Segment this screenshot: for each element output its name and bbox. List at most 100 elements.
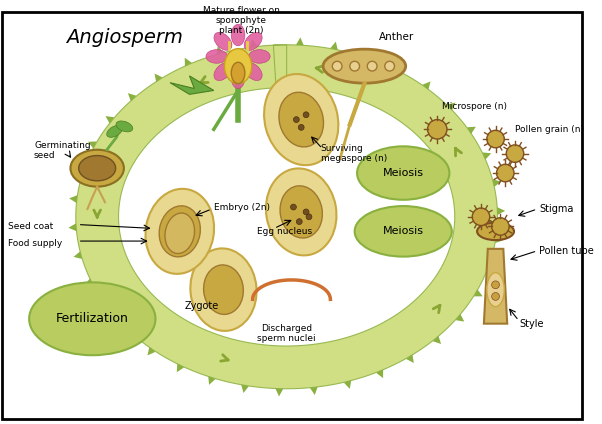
Circle shape [487, 130, 504, 148]
Circle shape [296, 219, 302, 225]
Ellipse shape [214, 63, 232, 81]
Ellipse shape [165, 213, 194, 254]
Ellipse shape [249, 50, 270, 63]
Polygon shape [310, 387, 318, 395]
Text: Seed coat: Seed coat [8, 222, 53, 231]
Polygon shape [344, 380, 351, 389]
Ellipse shape [116, 121, 133, 132]
Text: Pollen tube: Pollen tube [539, 246, 594, 256]
Polygon shape [88, 142, 97, 148]
Polygon shape [73, 251, 82, 259]
Polygon shape [241, 385, 249, 393]
Ellipse shape [231, 67, 245, 89]
Polygon shape [467, 127, 476, 134]
Circle shape [303, 112, 309, 118]
Text: Egg nucleus: Egg nucleus [258, 227, 312, 236]
Text: Pollen grain (n): Pollen grain (n) [515, 125, 584, 134]
Polygon shape [447, 103, 456, 111]
FancyBboxPatch shape [2, 12, 582, 419]
Ellipse shape [323, 49, 406, 83]
Ellipse shape [190, 248, 256, 331]
Text: Fertilization: Fertilization [56, 312, 129, 325]
Polygon shape [147, 347, 155, 355]
Ellipse shape [70, 150, 124, 187]
Polygon shape [185, 58, 192, 67]
Ellipse shape [264, 74, 338, 165]
Ellipse shape [244, 63, 262, 81]
Polygon shape [406, 354, 414, 363]
Polygon shape [484, 249, 507, 324]
Circle shape [385, 61, 394, 71]
Ellipse shape [225, 49, 252, 84]
Circle shape [303, 209, 309, 215]
Polygon shape [76, 168, 84, 175]
Polygon shape [296, 37, 304, 45]
Text: Germinating
seed: Germinating seed [34, 141, 91, 160]
Polygon shape [84, 279, 93, 286]
Polygon shape [364, 50, 370, 59]
Text: Anther: Anther [379, 32, 414, 42]
Polygon shape [483, 152, 491, 160]
Circle shape [472, 208, 489, 226]
Text: Microspore (n): Microspore (n) [442, 103, 507, 112]
Text: Stigma: Stigma [539, 204, 574, 214]
Ellipse shape [280, 186, 323, 238]
Circle shape [427, 120, 447, 139]
Polygon shape [250, 39, 258, 47]
Ellipse shape [279, 92, 323, 147]
Ellipse shape [357, 146, 450, 200]
Ellipse shape [159, 206, 200, 257]
Text: Zygote: Zygote [185, 301, 219, 311]
Ellipse shape [355, 206, 452, 257]
Ellipse shape [477, 223, 514, 240]
Ellipse shape [29, 282, 155, 355]
Ellipse shape [244, 32, 262, 50]
Polygon shape [208, 376, 216, 385]
Ellipse shape [206, 50, 228, 63]
Text: Food supply: Food supply [8, 239, 62, 248]
Text: Embryo (2n): Embryo (2n) [214, 203, 270, 212]
Polygon shape [433, 336, 441, 344]
Polygon shape [497, 207, 505, 215]
Polygon shape [376, 369, 383, 378]
Polygon shape [155, 73, 163, 82]
Circle shape [492, 281, 500, 289]
Polygon shape [495, 235, 503, 243]
Circle shape [506, 145, 524, 162]
Polygon shape [177, 363, 184, 372]
Ellipse shape [146, 189, 214, 274]
Circle shape [293, 117, 299, 123]
Circle shape [299, 125, 304, 130]
Circle shape [367, 61, 377, 71]
Polygon shape [456, 314, 464, 321]
Ellipse shape [231, 25, 245, 46]
Polygon shape [69, 223, 76, 231]
Text: Mature flower on
sporophyte
plant (2n): Mature flower on sporophyte plant (2n) [202, 6, 279, 35]
Polygon shape [170, 76, 214, 95]
Text: Style: Style [520, 319, 544, 329]
Ellipse shape [107, 125, 123, 137]
Circle shape [332, 61, 342, 71]
Text: Meiosis: Meiosis [383, 226, 424, 236]
Circle shape [497, 165, 514, 182]
Polygon shape [487, 263, 496, 271]
Ellipse shape [487, 273, 504, 307]
Polygon shape [276, 388, 283, 396]
Text: Surviving
megaspore (n): Surviving megaspore (n) [321, 144, 387, 163]
Polygon shape [105, 116, 114, 124]
Ellipse shape [214, 32, 232, 50]
Text: Angiosperm: Angiosperm [66, 28, 183, 47]
Polygon shape [128, 93, 136, 101]
Polygon shape [76, 45, 497, 389]
Circle shape [350, 61, 359, 71]
Ellipse shape [266, 168, 337, 255]
Polygon shape [423, 81, 430, 90]
Polygon shape [474, 290, 483, 296]
Polygon shape [217, 46, 224, 55]
Polygon shape [101, 304, 109, 311]
Circle shape [291, 204, 296, 210]
Ellipse shape [203, 265, 243, 314]
Polygon shape [492, 179, 501, 187]
Polygon shape [330, 42, 338, 50]
Circle shape [306, 214, 312, 220]
